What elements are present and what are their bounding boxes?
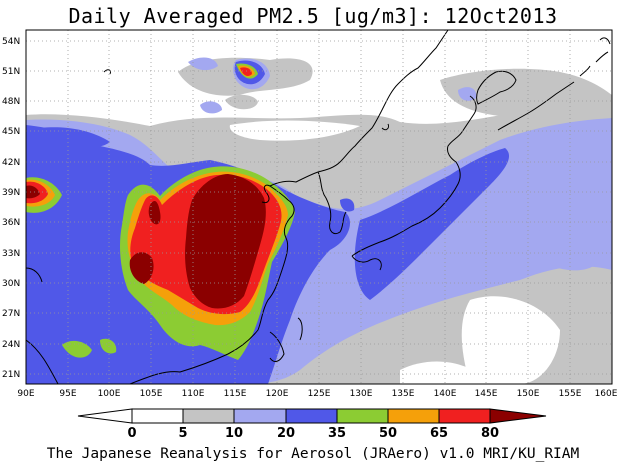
lon-label: 155E bbox=[559, 389, 582, 399]
pm25-field bbox=[26, 30, 612, 384]
lat-label: 45N bbox=[2, 127, 20, 137]
lat-lon-grid bbox=[26, 30, 612, 384]
lon-label: 160E bbox=[595, 389, 618, 399]
lon-label: 150E bbox=[517, 389, 540, 399]
colorbar-label: 10 bbox=[225, 426, 243, 441]
lon-label: 130E bbox=[350, 389, 373, 399]
colorbar-arrow-low bbox=[77, 408, 133, 424]
lat-label: 27N bbox=[2, 309, 20, 319]
coastlines bbox=[26, 30, 611, 384]
colorbar-label: 65 bbox=[430, 426, 448, 441]
lon-label: 110E bbox=[182, 389, 205, 399]
credit-footer: The Japanese Reanalysis for Aerosol (JRA… bbox=[46, 446, 580, 462]
lon-label: 120E bbox=[266, 389, 289, 399]
lat-label: 24N bbox=[2, 340, 20, 350]
colorbar-swatch bbox=[233, 408, 287, 424]
map-frame bbox=[25, 29, 613, 385]
colorbar-labels: 0 5 10 20 35 50 65 80 bbox=[127, 426, 499, 441]
lon-label: 135E bbox=[392, 389, 415, 399]
lon-label: 115E bbox=[224, 389, 247, 399]
lon-label: 145E bbox=[475, 389, 498, 399]
lat-label: 42N bbox=[2, 158, 20, 168]
longitude-labels: 90E 95E 100E 105E 110E 115E 120E 125E 13… bbox=[17, 389, 617, 399]
latitude-labels: 54N 51N 48N 45N 42N 39N 36N 33N 30N 27N … bbox=[2, 37, 20, 380]
colorbar-label: 5 bbox=[178, 426, 187, 441]
lat-label: 51N bbox=[2, 67, 20, 77]
colorbar-swatch bbox=[182, 408, 235, 424]
lon-label: 140E bbox=[434, 389, 457, 399]
colorbar-swatch bbox=[336, 408, 389, 424]
colorbar bbox=[77, 408, 547, 424]
colorbar-swatch bbox=[438, 408, 491, 424]
lon-label: 100E bbox=[98, 389, 121, 399]
lon-label: 105E bbox=[140, 389, 163, 399]
colorbar-label: 0 bbox=[127, 426, 136, 441]
colorbar-swatch bbox=[387, 408, 440, 424]
map-title: Daily Averaged PM2.5 [ug/m3]: 12Oct2013 bbox=[68, 4, 558, 28]
lat-label: 33N bbox=[2, 249, 20, 259]
lat-label: 48N bbox=[2, 97, 20, 107]
lon-label: 95E bbox=[59, 389, 76, 399]
lat-label: 39N bbox=[2, 188, 20, 198]
colorbar-label: 20 bbox=[277, 426, 295, 441]
lon-label: 125E bbox=[308, 389, 331, 399]
colorbar-swatch bbox=[131, 408, 184, 424]
colorbar-label: 80 bbox=[481, 426, 499, 441]
lat-label: 21N bbox=[2, 370, 20, 380]
colorbar-swatch bbox=[285, 408, 338, 424]
lat-label: 30N bbox=[2, 279, 20, 289]
colorbar-arrow-high bbox=[489, 408, 547, 424]
lat-label: 36N bbox=[2, 218, 20, 228]
colorbar-label: 35 bbox=[328, 426, 346, 441]
lon-label: 90E bbox=[17, 389, 34, 399]
colorbar-label: 50 bbox=[379, 426, 397, 441]
level-above-80-region bbox=[26, 174, 266, 309]
lat-label: 54N bbox=[2, 37, 20, 47]
